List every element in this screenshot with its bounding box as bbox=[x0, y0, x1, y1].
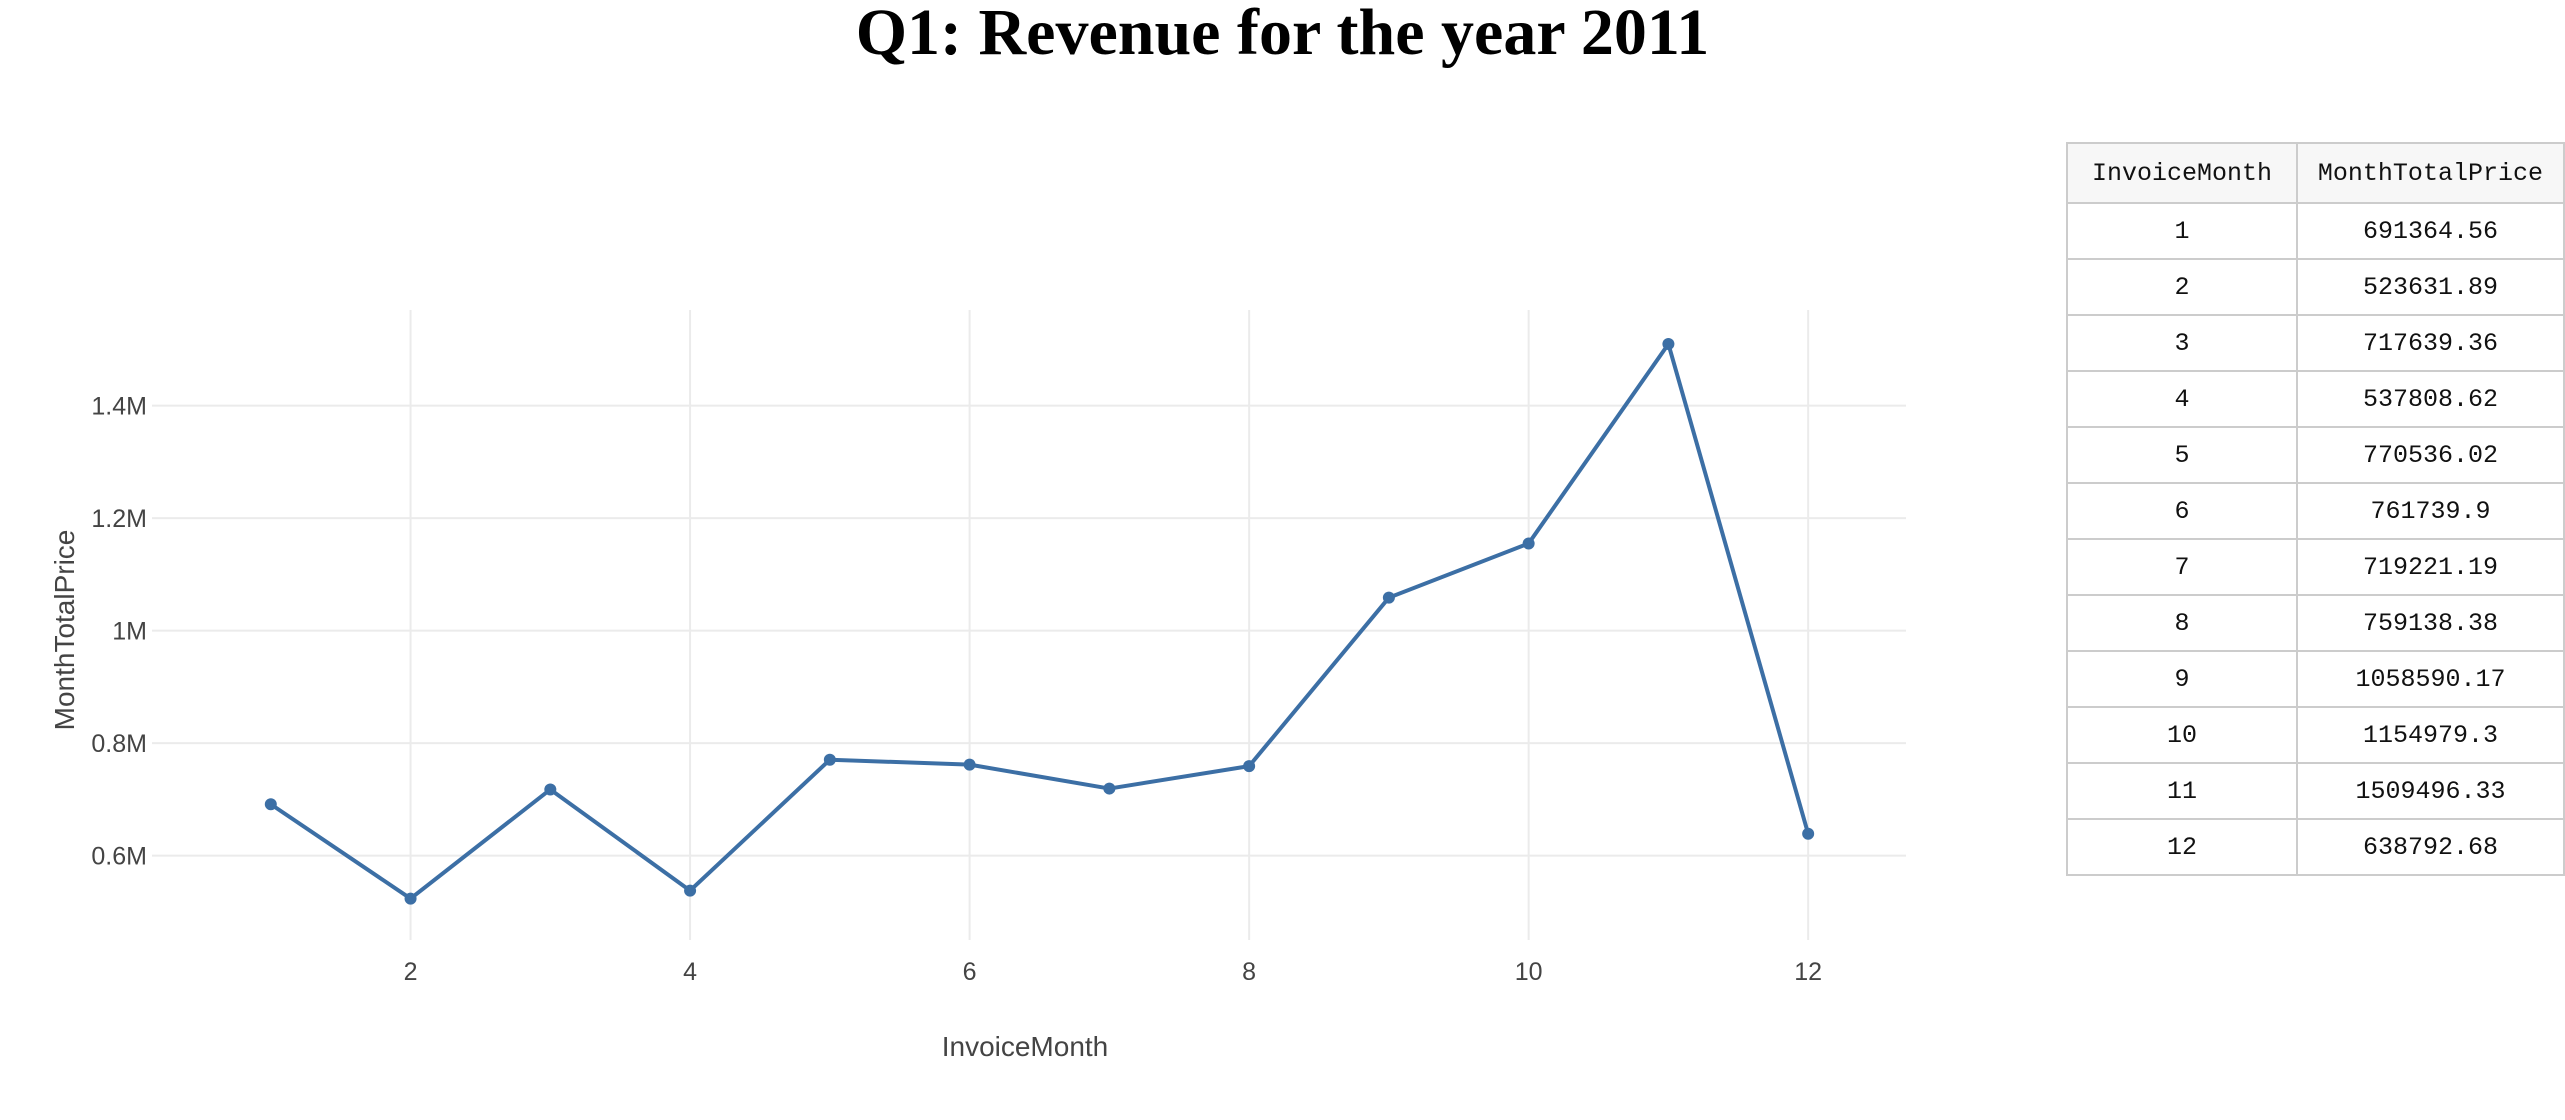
table-cell: 7 bbox=[2066, 538, 2298, 596]
y-tick-label: 1.2M bbox=[91, 505, 147, 533]
data-point bbox=[1243, 760, 1256, 773]
table-cell: 12 bbox=[2066, 818, 2298, 876]
table-cell: 1154979.3 bbox=[2295, 706, 2565, 764]
table-row: 7 719221.19 bbox=[2066, 538, 2565, 596]
table-cell: 719221.19 bbox=[2295, 538, 2565, 596]
table-cell: 761739.9 bbox=[2295, 482, 2565, 540]
data-point bbox=[544, 783, 557, 796]
y-tick-label: 0.8M bbox=[91, 730, 147, 758]
data-point bbox=[1103, 782, 1116, 795]
x-axis-title: InvoiceMonth bbox=[942, 1031, 1109, 1062]
table-cell: 1 bbox=[2066, 202, 2298, 260]
data-point bbox=[1662, 338, 1675, 351]
data-table: InvoiceMonth MonthTotalPrice 1 691364.56 … bbox=[2066, 142, 2565, 876]
data-point bbox=[1522, 537, 1535, 550]
table-cell: 537808.62 bbox=[2295, 370, 2565, 428]
x-tick-label: 8 bbox=[1242, 958, 1256, 986]
table-row: 10 1154979.3 bbox=[2066, 706, 2565, 764]
data-point bbox=[963, 758, 976, 771]
table-row: 3 717639.36 bbox=[2066, 314, 2565, 372]
data-point bbox=[264, 798, 277, 811]
x-tick-label: 2 bbox=[404, 958, 418, 986]
page-title: Q1: Revenue for the year 2011 bbox=[855, 0, 1710, 69]
table-cell: 10 bbox=[2066, 706, 2298, 764]
table-row: 2 523631.89 bbox=[2066, 258, 2565, 316]
table-cell: 6 bbox=[2066, 482, 2298, 540]
x-tick-label: 10 bbox=[1515, 958, 1543, 986]
table-cell: 8 bbox=[2066, 594, 2298, 652]
data-point bbox=[1802, 827, 1815, 840]
table-cell: 691364.56 bbox=[2295, 202, 2565, 260]
table-row: 4 537808.62 bbox=[2066, 370, 2565, 428]
table-cell: 9 bbox=[2066, 650, 2298, 708]
y-tick-label: 0.6M bbox=[91, 843, 147, 871]
grid-lines bbox=[152, 310, 1906, 940]
table-cell: 717639.36 bbox=[2295, 314, 2565, 372]
table-cell: 2 bbox=[2066, 258, 2298, 316]
data-point bbox=[404, 892, 417, 905]
table-cell: 638792.68 bbox=[2295, 818, 2565, 876]
table-row: 1 691364.56 bbox=[2066, 202, 2565, 260]
table-cell: 3 bbox=[2066, 314, 2298, 372]
x-tick-label: 4 bbox=[683, 958, 697, 986]
table-cell: 11 bbox=[2066, 762, 2298, 820]
y-axis-title: MonthTotalPrice bbox=[49, 530, 80, 731]
table-header-row: InvoiceMonth MonthTotalPrice bbox=[2066, 142, 2565, 204]
series-line bbox=[269, 342, 1811, 901]
table-row: 11 1509496.33 bbox=[2066, 762, 2565, 820]
y-tick-label: 1M bbox=[112, 618, 147, 646]
tick-labels: 2 4 6 8 10 12 0.6M 0.8M 1M 1.2M 1.4M bbox=[91, 393, 1822, 986]
data-point bbox=[823, 753, 836, 766]
table-row: 5 770536.02 bbox=[2066, 426, 2565, 484]
data-point bbox=[1382, 591, 1395, 604]
table-cell: 1509496.33 bbox=[2295, 762, 2565, 820]
table-row: 12 638792.68 bbox=[2066, 818, 2565, 876]
series-layer bbox=[264, 338, 1815, 905]
x-tick-label: 12 bbox=[1794, 958, 1822, 986]
table-cell: 5 bbox=[2066, 426, 2298, 484]
table-row: 9 1058590.17 bbox=[2066, 650, 2565, 708]
table-cell: 1058590.17 bbox=[2295, 650, 2565, 708]
y-tick-label: 1.4M bbox=[91, 393, 147, 421]
data-point bbox=[684, 884, 697, 897]
table-row: 6 761739.9 bbox=[2066, 482, 2565, 540]
table-cell: 4 bbox=[2066, 370, 2298, 428]
column-header-month-total-price: MonthTotalPrice bbox=[2295, 142, 2565, 204]
table-cell: 759138.38 bbox=[2295, 594, 2565, 652]
table-cell: 523631.89 bbox=[2295, 258, 2565, 316]
x-tick-label: 6 bbox=[963, 958, 977, 986]
table-cell: 770536.02 bbox=[2295, 426, 2565, 484]
column-header-invoice-month: InvoiceMonth bbox=[2066, 142, 2298, 204]
table-row: 8 759138.38 bbox=[2066, 594, 2565, 652]
